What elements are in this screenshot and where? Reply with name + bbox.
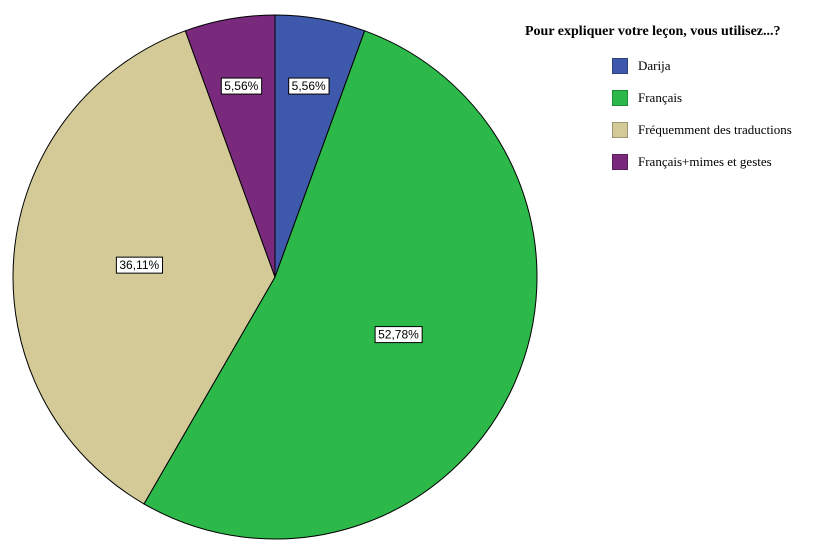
legend-item-francais: Français bbox=[612, 82, 792, 114]
legend-label-darija: Darija bbox=[638, 58, 671, 73]
legend-label-francais: Français bbox=[638, 90, 683, 105]
legend-swatch-mimes-gestes bbox=[612, 154, 628, 170]
legend-item-darija: Darija bbox=[612, 50, 792, 82]
data-label-francais-mimes-et-gestes: 5,56% bbox=[220, 77, 263, 95]
pie-slices bbox=[12, 14, 538, 540]
data-label-francais: 52,78% bbox=[374, 326, 423, 344]
data-label-box-darija bbox=[288, 77, 330, 95]
legend-swatch-darija bbox=[612, 58, 628, 74]
legend-title: Pour expliquer votre leçon, vous utilise… bbox=[525, 24, 781, 39]
data-label-frequemment-des-traductions: 36,11% bbox=[115, 256, 164, 274]
data-label-text-francais-mimes-et-gestes: 5,56% bbox=[224, 79, 258, 93]
data-label-darija: 5,56% bbox=[288, 77, 330, 95]
legend-item-mimes-gestes: Français+mimes et gestes bbox=[612, 146, 792, 178]
data-label-box-francais bbox=[374, 326, 423, 344]
legend-item-traductions: Fréquemment des traductions bbox=[612, 114, 792, 146]
data-label-text-francais: 52,78% bbox=[378, 328, 419, 342]
data-label-text-frequemment-des-traductions: 36,11% bbox=[119, 258, 159, 272]
legend-label-traductions: Fréquemment des traductions bbox=[638, 122, 792, 137]
data-label-box-francais-mimes-et-gestes bbox=[220, 77, 263, 95]
data-label-box-frequemment-des-traductions bbox=[115, 256, 164, 274]
chart-legend: Pour expliquer votre leçon, vous utilise… bbox=[525, 24, 792, 178]
data-label-text-darija: 5,56% bbox=[292, 79, 326, 93]
pie-slice-francais bbox=[143, 30, 538, 540]
pie-data-labels: 5,56% 52,78% 36,11% 5,56% bbox=[115, 77, 423, 344]
legend-label-mimes-gestes: Français+mimes et gestes bbox=[638, 154, 772, 169]
legend-swatch-francais bbox=[612, 90, 628, 106]
legend-swatch-traductions bbox=[612, 122, 628, 138]
